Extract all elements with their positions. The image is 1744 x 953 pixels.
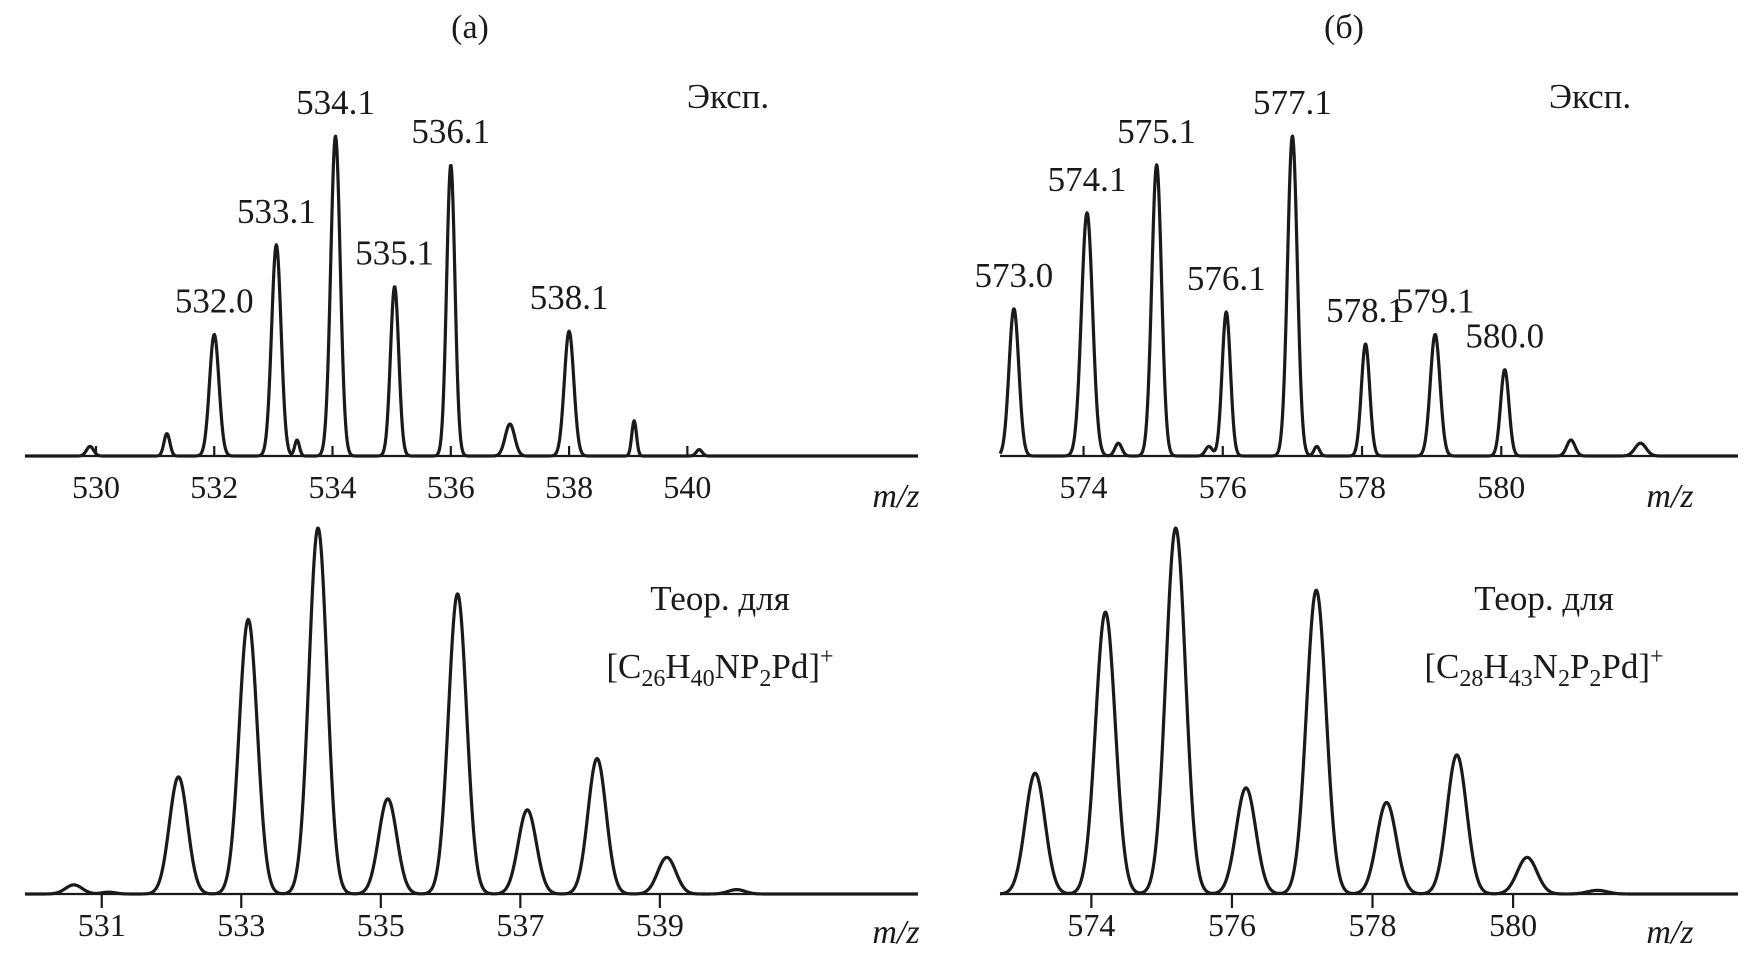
annotation-theo-a-line1: Теор. для [650, 579, 789, 618]
annotation-exp-a: Эксп. [687, 77, 769, 116]
annotation-exp-b: Эксп. [1549, 77, 1631, 116]
spectrum-trace-a-theo [24, 526, 919, 896]
x-tick-label-a-exp: 540 [663, 469, 711, 505]
x-tick-label-a-theo: 535 [357, 907, 405, 943]
spectrum-trace-a-exp [24, 134, 919, 458]
formula-a-mid: NP [715, 647, 760, 686]
formula-a-n3: 2 [759, 666, 771, 692]
formula-b-n4: 2 [1589, 666, 1601, 692]
x-tick-label-a-exp: 538 [545, 469, 593, 505]
x-tick-label-a-theo: 539 [636, 907, 684, 943]
formula-a-h: H [665, 647, 690, 686]
x-tick-label-b-theo: 576 [1208, 907, 1256, 943]
formula-b-open: [C [1424, 647, 1459, 686]
x-tick-label-a-theo: 537 [496, 907, 544, 943]
x-axis-label-b-exp: m/z [1646, 478, 1693, 515]
formula-a-end: Pd] [771, 647, 820, 686]
peak-label-b-exp: 578.1 [1326, 291, 1405, 330]
peak-label-a-exp: 538.1 [530, 278, 609, 317]
panel-label-a: (а) [451, 9, 489, 46]
peak-label-b-exp: 577.1 [1253, 83, 1332, 122]
x-tick-label-b-exp: 574 [1060, 469, 1108, 505]
formula-b: [C28H43N2P2Pd]+ [1424, 644, 1663, 692]
formula-b-end: Pd] [1601, 647, 1650, 686]
peak-label-a-exp: 536.1 [411, 112, 490, 151]
formula-a-n2: 40 [691, 666, 715, 692]
x-tick-label-a-exp: 530 [72, 469, 120, 505]
formula-a-open: [C [606, 647, 641, 686]
x-tick-label-b-exp: 576 [1199, 469, 1247, 505]
formula-b-n1: 28 [1459, 666, 1483, 692]
x-tick-label-b-theo: 574 [1067, 907, 1115, 943]
x-tick-label-b-theo: 578 [1349, 907, 1397, 943]
x-tick-label-a-exp: 534 [309, 469, 357, 505]
x-tick-label-b-exp: 578 [1338, 469, 1386, 505]
formula-b-n2: 43 [1509, 666, 1533, 692]
x-axis-label-b-theo: m/z [1646, 914, 1693, 951]
spectrum-trace-b-exp [998, 134, 1740, 458]
formula-b-charge: + [1650, 644, 1664, 670]
peak-label-b-exp: 580.0 [1465, 317, 1544, 356]
x-tick-label-a-exp: 536 [427, 469, 475, 505]
x-tick-label-a-exp: 532 [190, 469, 238, 505]
peak-label-a-exp: 534.1 [296, 83, 375, 122]
x-tick-label-b-exp: 580 [1477, 469, 1525, 505]
x-axis-label-a-exp: m/z [872, 478, 919, 515]
formula-b-mid: N [1533, 647, 1558, 686]
formula-b-n3: 2 [1558, 666, 1570, 692]
spectrum-trace-b-theo [998, 526, 1740, 896]
formula-a-n1: 26 [641, 666, 665, 692]
peak-label-b-exp: 579.1 [1396, 281, 1475, 320]
peak-label-layer: 532.0 533.1 534.1 535.1 536.1 538.1 573.0 574.1… [175, 83, 1544, 356]
peak-label-b-exp: 574.1 [1048, 160, 1127, 199]
formula-a-charge: + [820, 644, 834, 670]
formula-b-h: H [1483, 647, 1508, 686]
x-tick-label-a-theo: 531 [78, 907, 126, 943]
peak-label-b-exp: 573.0 [975, 256, 1054, 295]
x-tick-label-a-theo: 533 [217, 907, 265, 943]
peak-label-b-exp: 575.1 [1117, 112, 1196, 151]
panel-label-b: (б) [1324, 9, 1364, 46]
peak-label-a-exp: 535.1 [355, 233, 434, 272]
x-tick-label-b-theo: 580 [1489, 907, 1537, 943]
peak-label-a-exp: 533.1 [237, 192, 316, 231]
peak-label-a-exp: 532.0 [175, 281, 254, 320]
annotation-theo-b-line1: Теор. для [1474, 579, 1613, 618]
x-axis-label-a-theo: m/z [872, 914, 919, 951]
formula-b-mid2: P [1570, 647, 1589, 686]
tick-layer: 530 532 534 536 538 540 531 533 535 537 539 574 576 5… [72, 446, 1537, 943]
formula-a: [C26H40NP2Pd]+ [606, 644, 833, 692]
peak-label-b-exp: 576.1 [1187, 259, 1266, 298]
